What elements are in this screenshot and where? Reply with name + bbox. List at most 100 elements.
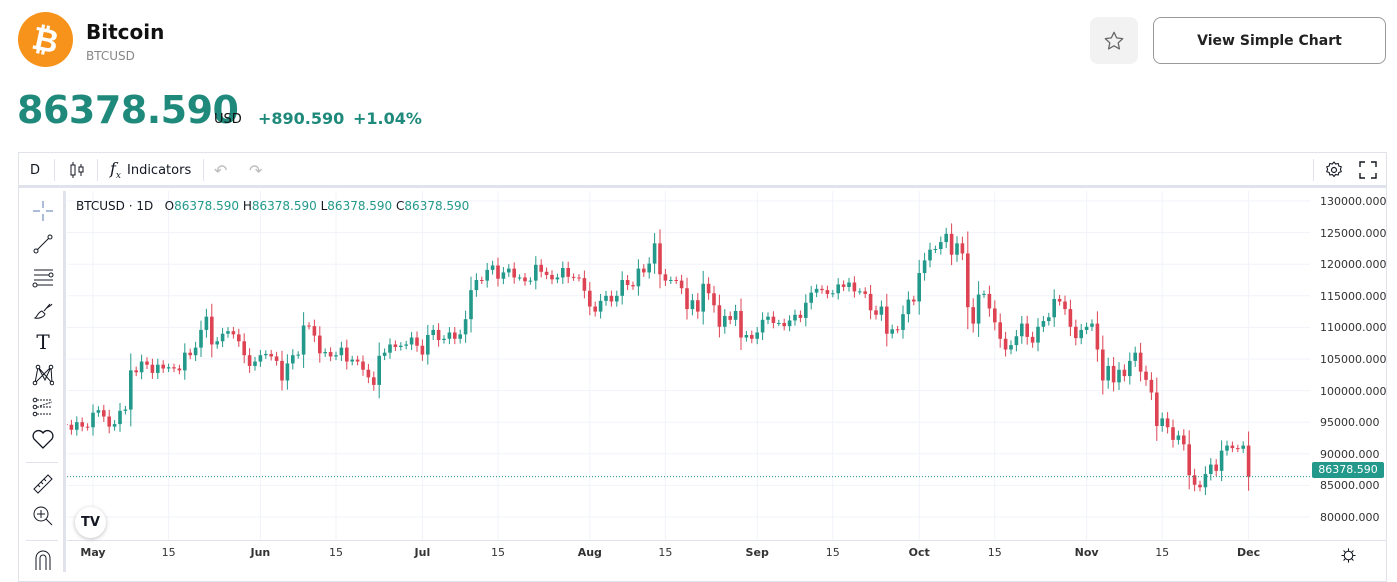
- candle-body: [982, 293, 986, 295]
- candle: [971, 298, 975, 333]
- tradingview-logo[interactable]: TV: [75, 507, 106, 538]
- candle-body: [1138, 352, 1143, 372]
- favorites-tool[interactable]: [30, 426, 56, 452]
- forecast-tool[interactable]: [30, 394, 56, 420]
- candle: [1020, 316, 1024, 344]
- candle-body: [933, 249, 938, 251]
- time-tick-label: Aug: [577, 546, 602, 559]
- price-chart[interactable]: [67, 191, 1310, 540]
- chart-type-button[interactable]: [69, 152, 85, 188]
- candle: [1155, 377, 1159, 441]
- candle: [480, 276, 484, 285]
- candle: [80, 417, 84, 432]
- legend-open-label: O: [164, 199, 175, 213]
- interval-button[interactable]: D: [30, 152, 40, 188]
- candle: [1036, 318, 1040, 352]
- redo-button[interactable]: ↷: [249, 152, 262, 188]
- fib-tool[interactable]: [30, 264, 56, 290]
- candle-body: [674, 280, 678, 281]
- candle-body: [67, 424, 68, 426]
- candle-body: [1041, 321, 1046, 327]
- candle-body: [404, 344, 408, 346]
- view-simple-chart-button[interactable]: View Simple Chart: [1153, 17, 1386, 64]
- candle-body: [874, 310, 878, 315]
- magnet-tool[interactable]: [30, 546, 56, 572]
- text-tool[interactable]: T: [30, 329, 56, 355]
- price-change: +890.590: [258, 109, 345, 128]
- candle: [955, 236, 959, 262]
- candle: [723, 309, 727, 334]
- candle: [1101, 335, 1105, 395]
- candle-body: [1020, 323, 1024, 337]
- candle-body: [1063, 301, 1067, 310]
- time-tick-label: 15: [658, 546, 673, 559]
- candle-body: [814, 288, 819, 293]
- candle: [588, 282, 592, 316]
- zoom-in-tool[interactable]: [30, 503, 56, 529]
- candle: [814, 284, 819, 298]
- candle-body: [512, 268, 516, 278]
- candle-body: [501, 272, 506, 279]
- candle-body: [328, 352, 333, 357]
- candle: [1111, 357, 1116, 392]
- candle: [593, 301, 597, 317]
- brush-tool[interactable]: [30, 297, 56, 323]
- candle-body: [1095, 323, 1100, 350]
- candle-body: [415, 337, 419, 346]
- candle: [1138, 342, 1143, 382]
- candle: [517, 274, 522, 281]
- candle-body: [291, 355, 295, 364]
- candle: [285, 354, 290, 390]
- crosshair-tool[interactable]: [30, 198, 56, 224]
- indicators-button[interactable]: fx Indicators: [110, 152, 191, 188]
- candle-body: [1025, 323, 1029, 337]
- candle-body: [247, 355, 252, 366]
- candle-body: [447, 332, 452, 339]
- candle-body: [625, 280, 630, 286]
- candle: [1171, 419, 1175, 448]
- candle-body: [787, 320, 792, 327]
- time-tick-label: 15: [987, 546, 1002, 559]
- candle: [647, 257, 651, 279]
- trend-line-tool[interactable]: [30, 231, 56, 257]
- candle-body: [345, 347, 349, 362]
- time-tick-label: 15: [1155, 546, 1170, 559]
- candle-body: [723, 316, 727, 327]
- candle: [318, 326, 322, 363]
- candle-body: [172, 367, 176, 369]
- candle: [431, 324, 435, 340]
- candle: [420, 339, 425, 361]
- candle: [355, 355, 360, 366]
- candle-body: [145, 361, 149, 365]
- candle-body: [555, 277, 560, 280]
- time-axis-settings-button[interactable]: [1340, 547, 1357, 568]
- candle-body: [1155, 392, 1159, 426]
- legend-open: 86378.590: [174, 199, 240, 213]
- candle-body: [102, 410, 106, 417]
- candle: [922, 252, 927, 281]
- candle-body: [318, 335, 322, 354]
- pattern-tool[interactable]: [30, 362, 56, 388]
- candle: [426, 324, 430, 365]
- candle-body: [204, 316, 209, 330]
- asset-name: Bitcoin: [86, 20, 165, 44]
- candle: [631, 281, 635, 290]
- fullscreen-button[interactable]: [1359, 152, 1377, 188]
- candle-body: [431, 329, 435, 335]
- candle: [993, 300, 997, 331]
- favorite-button[interactable]: [1090, 17, 1138, 64]
- candle-body: [1203, 474, 1208, 488]
- candle: [280, 350, 284, 391]
- ruler-tool[interactable]: [30, 471, 56, 497]
- candle-body: [107, 416, 111, 427]
- undo-button[interactable]: ↶: [214, 152, 227, 188]
- candle-body: [474, 280, 479, 291]
- candle-body: [717, 305, 722, 327]
- legend-close-label: C: [396, 199, 405, 213]
- settings-button[interactable]: [1324, 152, 1344, 188]
- candle: [469, 276, 473, 333]
- candle-body: [588, 290, 592, 307]
- candle: [1063, 295, 1067, 315]
- candle-body: [1074, 326, 1078, 339]
- candle-body: [679, 280, 684, 289]
